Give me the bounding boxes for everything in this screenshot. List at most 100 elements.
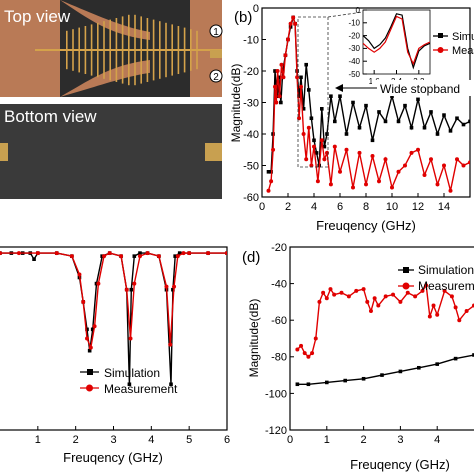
panel-d-measurement-point <box>372 296 377 301</box>
panel-d-simulation-point <box>435 362 439 366</box>
panel-b-measurement-point <box>338 169 342 174</box>
panel-d-measurement-point <box>313 336 318 341</box>
panel-c-measurement-point <box>69 254 74 259</box>
inset-b: 1.62.43.20-10-20-30-40-50 <box>348 6 431 86</box>
panel-b-simulation-point <box>325 132 329 136</box>
panel-b-ytick-label: -10 <box>243 34 259 46</box>
panel-d-simulation-point <box>325 380 329 385</box>
panel-c-measurement-point <box>81 299 86 304</box>
panel-b-measurement-point <box>274 100 279 105</box>
panel-b-simulation-point <box>304 62 308 67</box>
panel-b-measurement-point <box>390 185 394 190</box>
panel-b-ytick-label: -50 <box>243 160 259 172</box>
panel-b-xtick-label: 12 <box>412 201 424 213</box>
panel-b-xtick-label: 2 <box>285 201 291 213</box>
panel-c-measurement-point <box>156 254 161 259</box>
panel-c-simulation-point <box>138 251 142 255</box>
panel-b-measurement-point <box>416 147 420 152</box>
panel-d-measurement-point <box>464 309 469 314</box>
panel-b-ytick-label: -30 <box>243 97 259 109</box>
panel-d-ytick-label: -120 <box>265 425 287 437</box>
panel-d-simulation-point <box>398 369 403 374</box>
legend-c-sim-label: Simulation <box>104 366 160 380</box>
panel-c-measurement-point <box>88 345 93 350</box>
panel-b-simulation-point <box>307 88 311 92</box>
panel-b-series-simulation-line <box>268 14 470 173</box>
port-marker-1-label: 1 <box>213 27 219 38</box>
legend-d-sim-label: Simulation <box>418 263 474 277</box>
panel-c-simulation-point <box>90 327 95 332</box>
panel-d-simulation-point <box>417 365 421 370</box>
panel-c-measurement-point <box>225 251 227 256</box>
panel-b-measurement-point <box>291 15 296 20</box>
panel-b-simulation-point <box>266 170 271 174</box>
panel-d-measurement-point <box>324 296 329 301</box>
panel-b-measurement-point <box>422 172 427 177</box>
panel-b-measurement-point <box>295 75 300 80</box>
panel-b-measurement-point <box>266 188 271 193</box>
panel-b-measurement-point <box>461 163 466 168</box>
panel-b-measurement-point <box>309 163 314 168</box>
panel-b-simulation-point <box>435 132 440 136</box>
panel-d-measurement-point <box>413 294 418 299</box>
annotation-arrowhead <box>335 84 343 92</box>
panel-c-measurement-point <box>54 251 59 256</box>
panel-c-measurement-point <box>137 254 142 259</box>
legend-d-sim-marker <box>403 267 409 273</box>
panel-b-ytick-label: -40 <box>243 129 259 141</box>
bottom-board <box>0 104 222 199</box>
inset-b-ytick-label: -30 <box>348 44 360 53</box>
panel-b-measurement-point <box>275 69 280 73</box>
panel-c-xtick-label: 6 <box>224 434 230 446</box>
panel-b-simulation-point <box>320 107 324 111</box>
panel-b-measurement-point <box>304 157 309 162</box>
panel-b-measurement-point <box>281 75 286 80</box>
panel-b-measurement-point <box>468 160 470 165</box>
panel-b-measurement-point <box>306 125 311 130</box>
panel-d-measurement-point <box>457 318 462 323</box>
sma-connector-right <box>205 143 222 161</box>
panel-c-simulation-point <box>87 348 92 353</box>
panel-b-simulation-point <box>422 125 427 130</box>
panel-c-simulation-point <box>169 382 173 387</box>
panel-d-simulation-point <box>472 353 474 357</box>
panel-d-xlabel: Freuqency (GHz) <box>350 457 450 472</box>
panel-b-measurement-point <box>396 169 401 174</box>
panel-b-ytick-label: -20 <box>243 66 259 78</box>
panel-c-xtick-label: 1 <box>35 434 41 446</box>
panel-d-ytick-label: -40 <box>271 278 287 290</box>
panel-c-measurement-point <box>145 251 150 256</box>
panel-c-measurement-point <box>206 251 211 256</box>
inset-b-ytick-label: 0 <box>356 6 361 15</box>
panel-c-measurement-point <box>187 251 192 256</box>
panel-d-simulation-point <box>380 373 384 377</box>
panel-c-simulation-point <box>32 257 36 261</box>
panel-b-measurement-point <box>383 157 388 162</box>
panel-b-xtick-label: 0 <box>259 201 265 213</box>
panel-b-simulation-point <box>299 75 303 80</box>
panel-c-frame <box>0 246 228 431</box>
panel-c-measurement-point <box>102 254 107 259</box>
panel-b-ytick-label: -60 <box>243 192 259 204</box>
panel-c-series-measurement-line <box>0 252 227 351</box>
inset-b-ytick-label: -50 <box>348 70 360 79</box>
panel-d-measurement-point <box>398 299 403 304</box>
photo-top-view: 1 2 Top view <box>0 0 223 97</box>
panel-b-measurement-point <box>277 94 282 99</box>
panel-c-measurement-point <box>168 342 173 347</box>
panel-d-measurement-point <box>383 294 388 299</box>
panel-b-simulation-point <box>468 119 470 124</box>
panel-c-simulation-point <box>129 287 134 292</box>
panel-c-series-simulation-line <box>0 252 227 385</box>
panel-d-measurement-point <box>442 288 447 293</box>
panel-b-simulation-point <box>455 116 459 121</box>
legend-b-meas-marker <box>437 47 444 53</box>
panel-b-measurement-point <box>332 144 337 149</box>
panel-c-simulation-point <box>173 254 177 258</box>
panel-b-ytick-label: 0 <box>253 3 259 15</box>
panel-d-ytick-label: -60 <box>271 315 287 327</box>
panel-c-measurement-point <box>124 287 129 292</box>
panel-c-measurement-point <box>119 254 124 259</box>
panel-d-measurement-point <box>376 303 381 308</box>
panel-d-measurement-point <box>295 347 300 352</box>
